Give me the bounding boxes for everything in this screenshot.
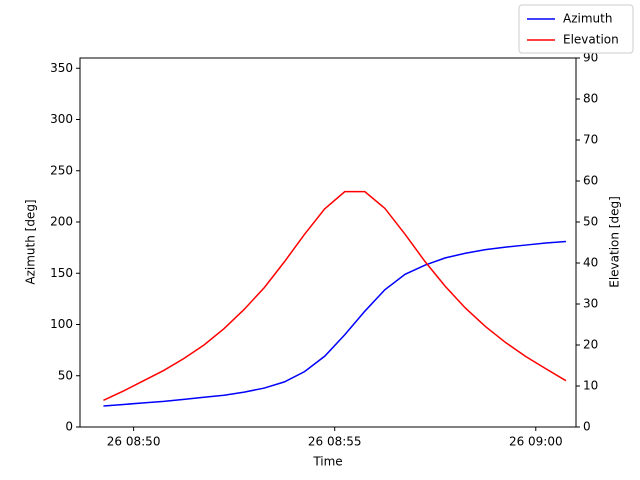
y2-tick-label: 80 xyxy=(583,92,598,106)
series-line xyxy=(103,240,567,407)
x-axis-label: Time xyxy=(312,455,342,469)
y2-tick-label: 30 xyxy=(583,297,598,311)
y2-tick-label: 40 xyxy=(583,256,598,270)
y-tick-label: 150 xyxy=(50,266,73,280)
legend-box xyxy=(518,4,634,54)
y-tick-label: 250 xyxy=(50,163,73,177)
y2-axis-label: Elevation [deg] xyxy=(608,196,622,288)
y-tick-label: 50 xyxy=(58,368,73,382)
series-line xyxy=(103,190,567,402)
y2-tick-label: 10 xyxy=(583,379,598,393)
y2-tick-label: 70 xyxy=(583,133,598,147)
y-tick-label: 0 xyxy=(65,420,73,434)
x-tick-label: 26 08:50 xyxy=(107,435,161,449)
y-tick-label: 300 xyxy=(50,112,73,126)
y2-tick-label: 20 xyxy=(583,338,598,352)
y2-tick-label: 50 xyxy=(583,215,598,229)
plot-frame xyxy=(79,57,577,428)
y-axis-label: Azimuth [deg] xyxy=(24,199,38,284)
legend-label: Azimuth xyxy=(563,12,612,26)
y2-tick-label: 0 xyxy=(583,420,591,434)
y-tick-label: 100 xyxy=(50,317,73,331)
y2-tick-label: 90 xyxy=(583,51,598,65)
y-tick-label: 350 xyxy=(50,61,73,75)
x-tick-label: 26 09:00 xyxy=(509,435,563,449)
y-tick-label: 200 xyxy=(50,215,73,229)
x-tick-label: 26 08:55 xyxy=(308,435,362,449)
y2-tick-label: 60 xyxy=(583,174,598,188)
legend-label: Elevation xyxy=(563,33,619,47)
